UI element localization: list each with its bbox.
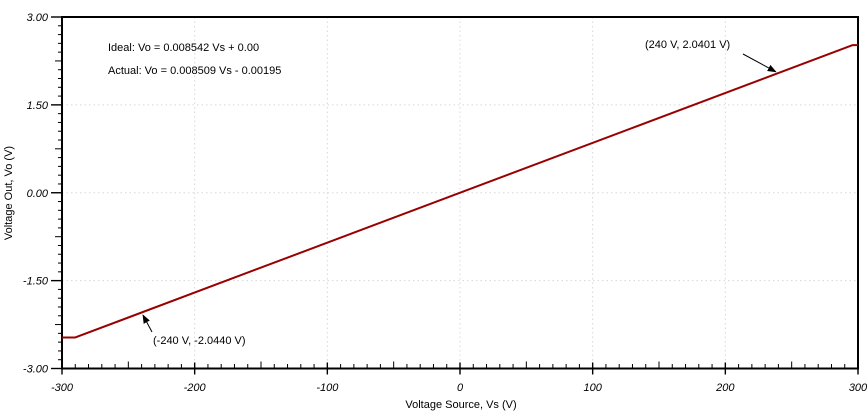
x-tick-label: -100 — [316, 382, 339, 394]
y-axis-title: Voltage Out, Vo (V) — [3, 145, 15, 241]
trace-line — [62, 44, 858, 339]
y-tick-label: 1.50 — [27, 100, 49, 112]
lower-point-callout-label: (-240 V, -2.0440 V) — [153, 335, 246, 347]
x-tick-label: 100 — [583, 382, 602, 394]
y-tick-label: -3.00 — [23, 364, 49, 376]
callout-arrows — [142, 53, 777, 333]
ideal-equation-annotation: Ideal: Vo = 0.008542 Vs + 0.00 — [108, 42, 260, 54]
callout-arrow — [742, 53, 777, 73]
actual-equation-annotation: Actual: Vo = 0.008509 Vs - 0.00195 — [108, 65, 282, 77]
actual-trace — [62, 44, 858, 339]
x-tick-label: -300 — [51, 382, 74, 394]
x-tick-label: -200 — [184, 382, 207, 394]
y-tick-label: 3.00 — [27, 12, 49, 24]
x-tick-label: 200 — [715, 382, 735, 394]
upper-point-callout-label: (240 V, 2.0401 V) — [645, 39, 731, 51]
tick-labels: -300 -200 -100 0 100 200 300 3.00 1.50 0.00 -1.50 -… — [23, 12, 868, 394]
callout-arrow — [142, 314, 153, 333]
x-tick-label: 0 — [457, 382, 464, 394]
x-axis-title: Voltage Source, Vs (V) — [405, 399, 517, 411]
y-tick-label: 0.00 — [27, 188, 49, 200]
x-tick-label: 300 — [849, 382, 868, 394]
y-tick-label: -1.50 — [23, 276, 49, 288]
plot-frame — [61, 16, 859, 370]
